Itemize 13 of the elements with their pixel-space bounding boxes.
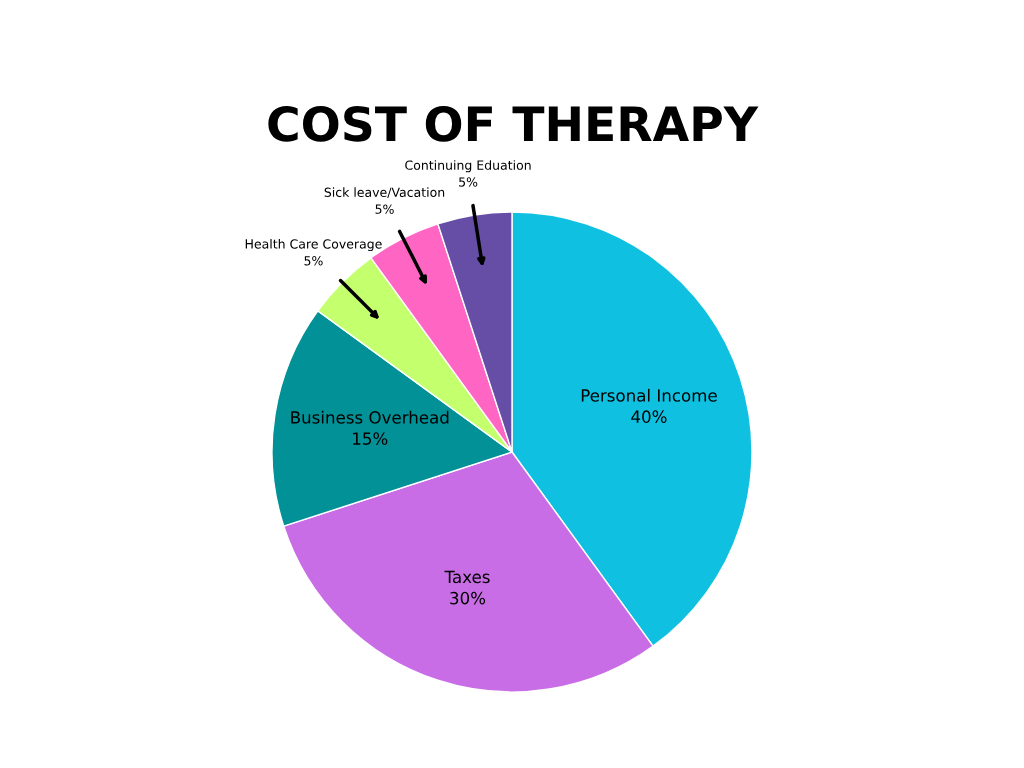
slice-label: Continuing Eduation	[405, 160, 531, 173]
slice-label: Personal Income	[581, 388, 717, 402]
chart-title: COST OF THERAPY	[268, 105, 759, 142]
slice-label: Taxes	[444, 570, 490, 584]
slice-label: Health Care Coverage	[245, 238, 382, 252]
data-label: 5%	[304, 256, 323, 266]
slice-label: Sick leave/Vacation	[324, 187, 445, 198]
slice-label: Business Overhead	[291, 410, 449, 424]
data-label: 30%	[450, 591, 486, 605]
data-label: 5%	[459, 177, 478, 187]
data-label: 40%	[631, 410, 667, 423]
data-label: 15%	[353, 432, 388, 445]
data-label: 5%	[375, 204, 394, 214]
